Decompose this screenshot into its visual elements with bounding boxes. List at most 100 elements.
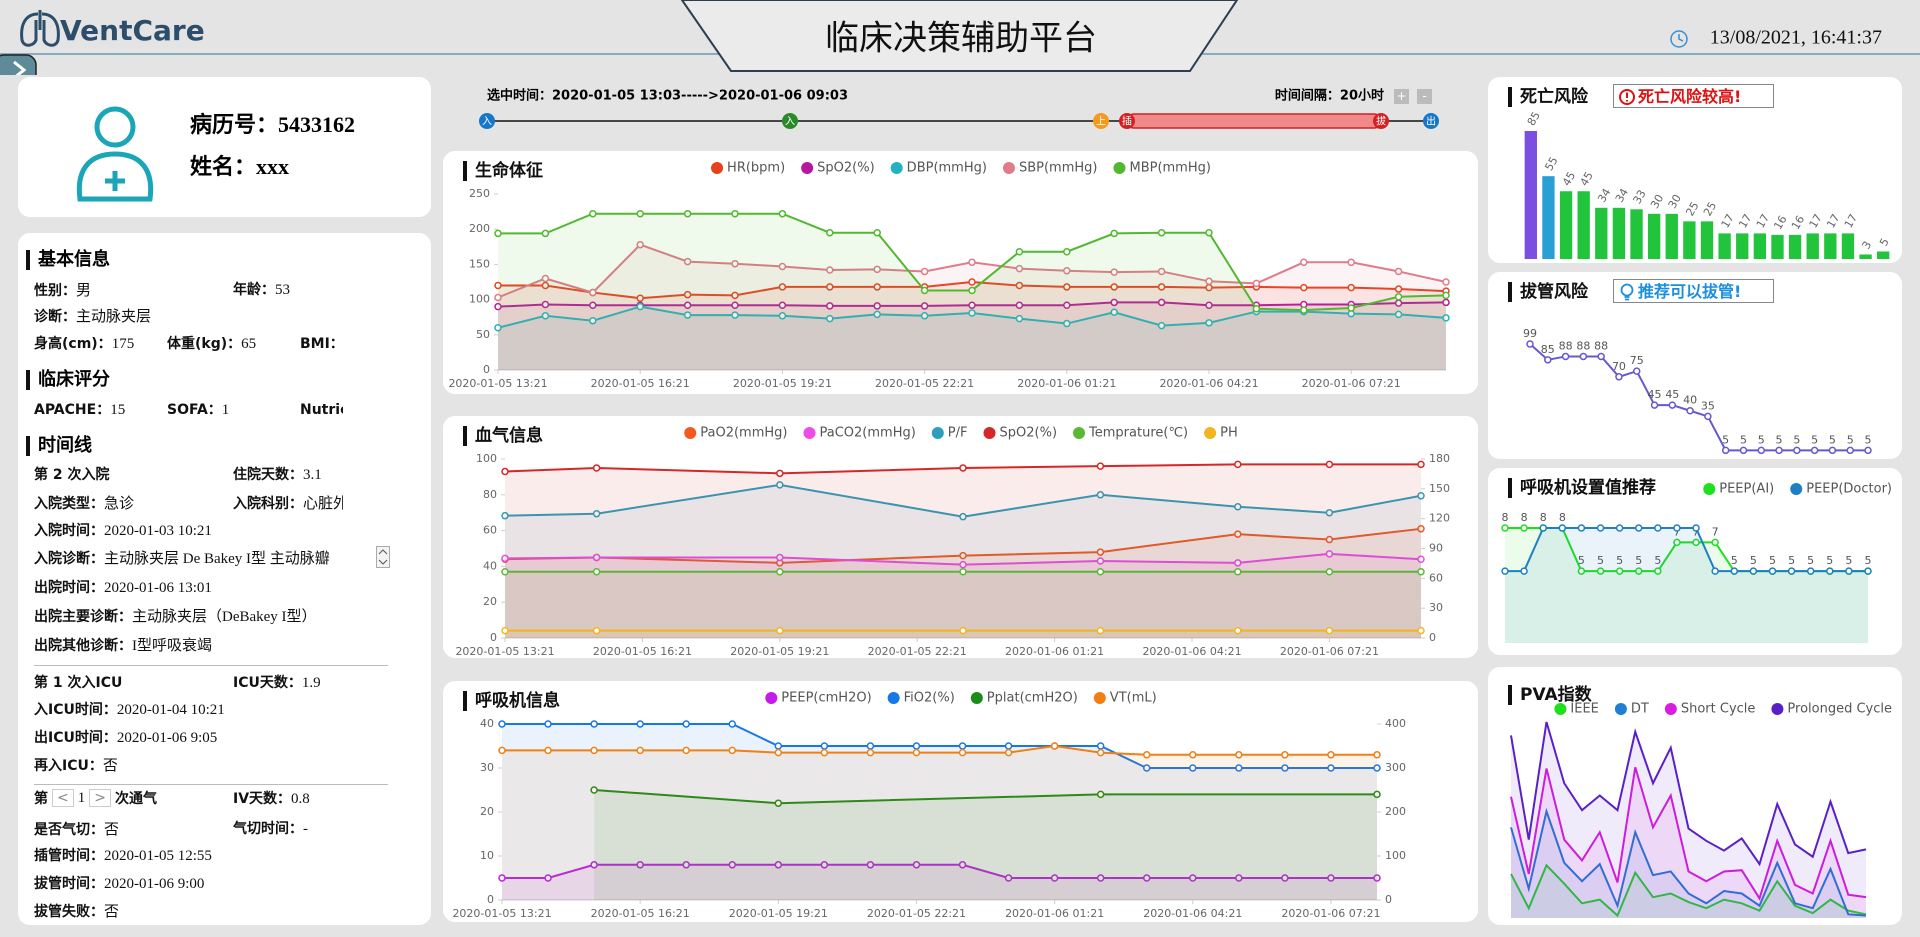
legend: PEEP(cmH2O) FiO2(%) Pplat(cmH2O) VT(mL) (765, 691, 1157, 706)
x-tick-label: 2020-01-05 22:21 (875, 377, 974, 390)
info-label: 是否气切： (34, 822, 104, 838)
legend-swatch (1554, 703, 1567, 715)
patient-name-label: 姓名： (190, 155, 257, 180)
data-point (774, 799, 783, 807)
x-tick-label: 2020-01-06 07:21 (1280, 645, 1379, 658)
bar (1806, 233, 1819, 259)
data-point (541, 229, 550, 238)
series-line (1510, 721, 1867, 867)
data-point (682, 861, 690, 869)
annotation-text: 死亡风险较高! (1638, 87, 1742, 106)
legend-swatch (1703, 483, 1716, 495)
info-label: 体重(kg)： (167, 336, 242, 352)
y2-tick-label: 180 (1429, 452, 1450, 465)
zoom-out[interactable] (1417, 89, 1432, 104)
data-point (1417, 555, 1425, 563)
legend-label: SpO2(%) (817, 161, 875, 176)
series-line (1510, 767, 1867, 901)
data-point (1096, 748, 1105, 757)
bar (1647, 213, 1661, 259)
data-point (1373, 790, 1381, 799)
series-area (1511, 767, 1866, 918)
data-point (1157, 321, 1166, 330)
info-label: 年龄： (233, 282, 275, 298)
info-item: 入院科别：心脏外科 (233, 492, 343, 513)
data-point (541, 281, 550, 290)
data-point (1252, 279, 1261, 288)
legend-label: Prolonged Cycle (1787, 702, 1892, 717)
patient-card: 病历号：5433162 姓名：xxx (18, 77, 431, 217)
info-label: 入院科别： (233, 496, 303, 512)
datetime: 13/08/2021, 16:41:37 (1710, 27, 1882, 49)
section-title: 基本信息 (26, 250, 110, 270)
data-label: 5 (1597, 554, 1604, 567)
data-point (959, 464, 967, 472)
section-title: 时间线 (26, 436, 92, 456)
data-point (778, 301, 787, 309)
data-point (1050, 742, 1059, 750)
y2-tick-label: 200 (1385, 805, 1406, 818)
data-label: 3 (1860, 239, 1875, 252)
spinner[interactable] (376, 546, 390, 568)
nav-next[interactable]: > (89, 789, 111, 807)
data-label: 85 (1541, 343, 1555, 356)
data-point (1096, 557, 1105, 565)
event-marker[interactable] (1119, 113, 1135, 129)
data-point (1417, 460, 1425, 469)
selected-range: 选中时间：2020-01-05 13:03----->2020-01-06 09… (487, 88, 848, 104)
nav-prev[interactable]: < (52, 789, 74, 807)
data-point (592, 568, 601, 576)
legend-swatch (1073, 427, 1086, 439)
data-point (1417, 568, 1425, 576)
data-label: 5 (1807, 554, 1814, 567)
y-tick-label: 80 (483, 488, 497, 501)
data-label: 45 (1665, 388, 1679, 401)
legend-label: HR(bpm) (727, 161, 785, 176)
data-point (1300, 306, 1308, 314)
legend-swatch (1664, 703, 1677, 715)
x-tick-label: 2020-01-05 13:21 (448, 377, 547, 390)
chart: 0 20 40 60 80 100 0 30 60 90 120 150 180 2020-01-05 1… (455, 426, 1450, 659)
event-marker[interactable] (1373, 113, 1389, 129)
data-point (683, 209, 692, 218)
event-marker[interactable] (479, 113, 495, 129)
legend-swatch (931, 427, 944, 439)
legend-swatch (1093, 692, 1106, 704)
data-label: 34 (1595, 186, 1613, 205)
data-point (1110, 298, 1118, 307)
data-point (1004, 748, 1013, 757)
data-point (1189, 764, 1197, 772)
bar (1771, 234, 1784, 259)
data-point (873, 283, 881, 291)
info-value: 1 (221, 402, 230, 418)
data-point (873, 302, 881, 310)
data-point (589, 301, 597, 309)
chart-title: 呼吸机信息 (463, 691, 560, 711)
series-area (505, 571, 1421, 638)
data-point (1826, 567, 1834, 575)
vent-nav: 第 <1 > 次通气 (34, 788, 157, 808)
bar (1859, 254, 1872, 259)
legend-swatch (890, 162, 903, 174)
info-label: 插管时间： (34, 848, 104, 864)
event-marker[interactable] (1423, 113, 1439, 129)
data-point (1730, 567, 1739, 575)
event-marker[interactable] (1093, 113, 1109, 129)
info-item: 插管时间：2020-01-05 12:55 (34, 845, 212, 865)
legend-swatch (970, 692, 983, 704)
info-value: 否 (104, 904, 120, 920)
info-value: 15 (110, 402, 126, 418)
zoom-in[interactable] (1394, 89, 1409, 104)
data-label: 7 (1673, 525, 1680, 538)
series-area (498, 306, 1446, 370)
data-point (592, 509, 601, 518)
data-label: 17 (1736, 212, 1754, 231)
data-label: 5 (1616, 554, 1623, 567)
data-point (776, 553, 784, 562)
data-label: 8 (1521, 511, 1528, 524)
info-value: I型呼吸衰竭 (132, 638, 212, 654)
data-point (1520, 524, 1528, 532)
chart-panel: PVA指数 IEEE DT Short Cycle Prolonged Cycle (1488, 667, 1902, 925)
series-line (504, 552, 1422, 566)
event-marker[interactable] (782, 113, 798, 129)
